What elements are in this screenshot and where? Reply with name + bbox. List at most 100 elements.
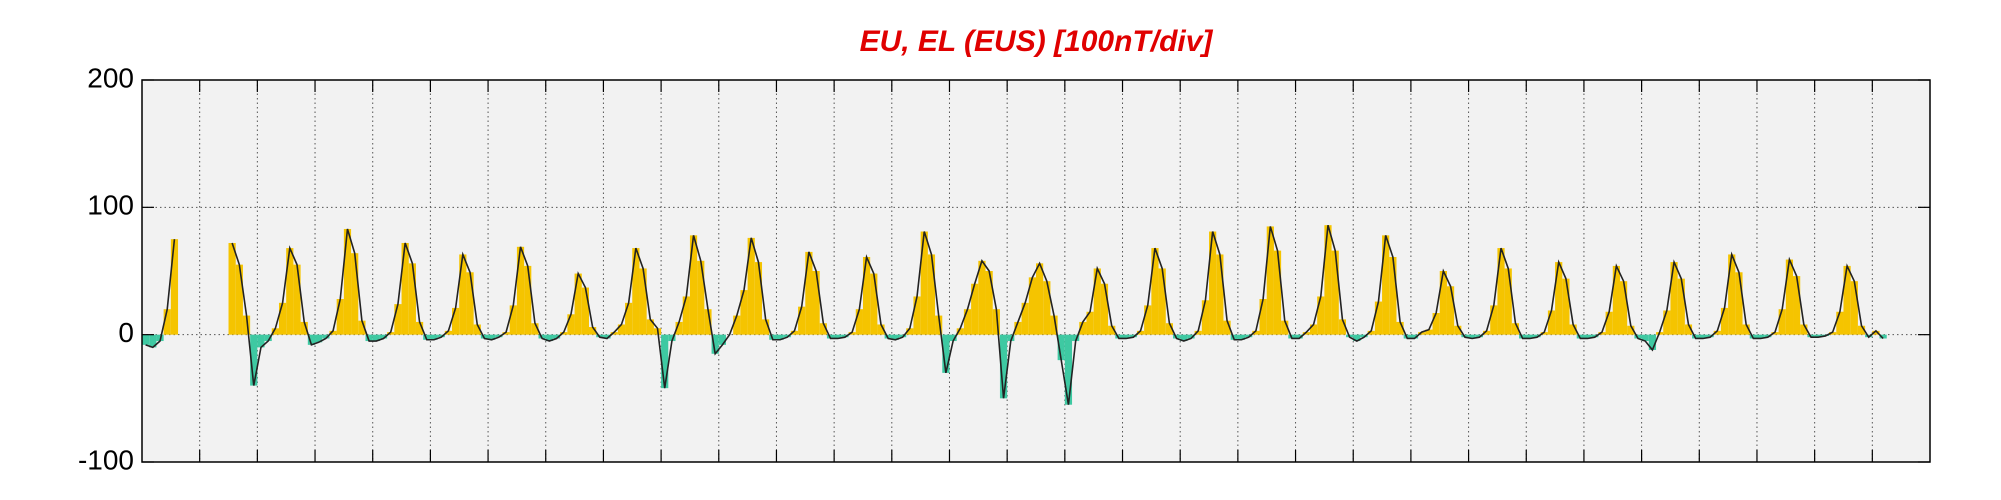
bar [149, 334, 157, 348]
bar [1418, 332, 1426, 335]
bar [1374, 301, 1383, 335]
bar [1879, 334, 1887, 339]
bar [798, 306, 806, 335]
bar [1425, 329, 1433, 335]
bar [1209, 231, 1217, 335]
bar [1540, 332, 1548, 335]
bar [762, 319, 770, 335]
bar [999, 334, 1008, 399]
bar [935, 315, 943, 335]
bar [1591, 334, 1599, 338]
bar [625, 302, 633, 335]
bar [1389, 256, 1397, 335]
bar [1829, 332, 1837, 335]
bar [1382, 235, 1390, 335]
bar [1576, 334, 1584, 339]
bar [1619, 281, 1628, 335]
bar [242, 315, 251, 335]
bar [718, 334, 726, 345]
bar [805, 251, 813, 335]
bar [1713, 330, 1721, 335]
bar [1057, 334, 1065, 361]
bar [862, 256, 871, 335]
bar [142, 334, 150, 345]
bar [1756, 334, 1765, 339]
bar [1677, 278, 1685, 335]
bar [1072, 334, 1080, 342]
bar [855, 309, 863, 335]
bar [459, 254, 467, 335]
bar [1266, 226, 1274, 335]
bar [1497, 248, 1505, 335]
bar [502, 332, 510, 335]
bar [1230, 334, 1238, 340]
bar [754, 262, 763, 335]
bar [1706, 334, 1714, 338]
bar [704, 309, 712, 335]
bar [516, 246, 525, 335]
bar [365, 334, 373, 342]
bar [1115, 334, 1123, 339]
bar [538, 334, 546, 339]
bar [1814, 334, 1822, 338]
y-tick-label: 100 [87, 190, 134, 221]
bar [1223, 320, 1231, 335]
bar [1771, 332, 1779, 335]
y-tick-label: 0 [118, 317, 134, 348]
bar [336, 299, 344, 335]
bar [589, 327, 597, 335]
bar [1793, 276, 1801, 335]
bar [661, 334, 669, 389]
bar [646, 319, 654, 335]
bar [1165, 323, 1173, 335]
bar [906, 328, 914, 335]
bar [776, 334, 784, 340]
y-tick-label: -100 [78, 444, 134, 475]
bar [834, 334, 842, 339]
bar [170, 239, 179, 335]
bar [1367, 330, 1375, 335]
bar [985, 271, 993, 335]
bar [574, 273, 582, 335]
bar [963, 309, 972, 335]
bar [315, 334, 323, 343]
bar [740, 290, 748, 335]
bar [473, 324, 481, 335]
bar [1036, 263, 1044, 335]
bar [343, 228, 352, 335]
bar [1764, 334, 1772, 338]
bar [1014, 321, 1022, 335]
bar [1360, 334, 1368, 338]
bar [567, 314, 575, 335]
bar [560, 332, 568, 335]
bar [819, 323, 827, 335]
bar [1158, 268, 1166, 335]
bar [884, 334, 892, 339]
bar [956, 328, 964, 335]
bar [711, 334, 719, 354]
bar [531, 323, 539, 335]
bar [1245, 334, 1253, 338]
bar [668, 334, 676, 342]
bar [978, 260, 986, 335]
bar [1064, 334, 1073, 405]
bar [300, 321, 308, 335]
bar [949, 334, 957, 342]
bar [877, 324, 885, 335]
bar [1598, 332, 1606, 335]
bar [437, 334, 445, 338]
bar [812, 271, 820, 335]
bar [1785, 259, 1794, 335]
bar [1605, 311, 1613, 335]
bar [1569, 324, 1577, 335]
bar [415, 321, 424, 335]
bar [495, 334, 503, 338]
bar [250, 334, 258, 386]
y-tick-label: 200 [87, 62, 134, 93]
bar [1151, 248, 1159, 335]
bar [1439, 271, 1447, 335]
bar [351, 253, 359, 335]
bar [444, 330, 453, 335]
bar [848, 332, 856, 335]
bar [452, 307, 460, 335]
